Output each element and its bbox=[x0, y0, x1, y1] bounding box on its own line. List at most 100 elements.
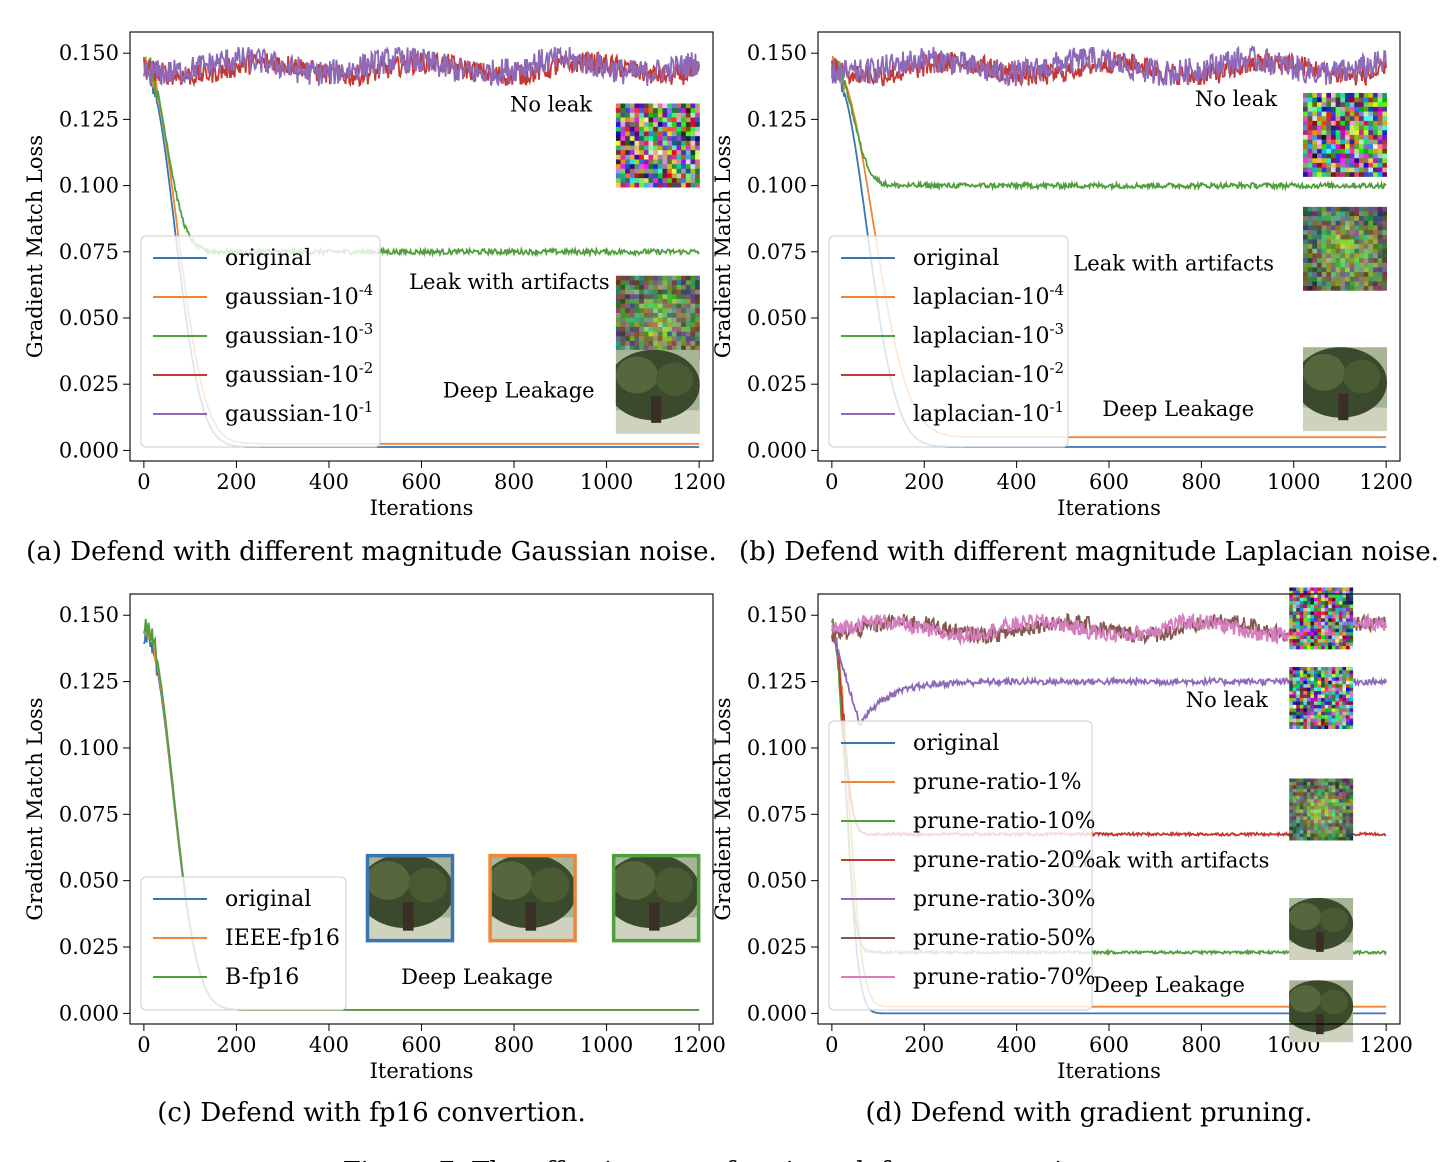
series-line-gaussian-10-3- bbox=[143, 56, 700, 258]
x-tick-label: 600 bbox=[401, 470, 441, 494]
legend-label: laplacian-10-1 bbox=[913, 398, 1064, 427]
annotation-label: Leak with artifacts bbox=[1073, 251, 1274, 275]
legend-label: prune-ratio-1% bbox=[913, 770, 1081, 795]
subfigure-caption: (b) Defend with different magnitude Lapl… bbox=[739, 537, 1439, 567]
legend-label: gaussian-10-1 bbox=[225, 398, 373, 427]
legend-label: laplacian-10-3 bbox=[913, 320, 1064, 349]
x-tick-label: 400 bbox=[997, 1033, 1037, 1057]
chart-panel-3: 0 200 400 600 800 1000 1200 0.000 0.025 0.050 0.07… bbox=[23, 593, 726, 1128]
annotation-label: Deep Leakage bbox=[401, 965, 553, 989]
legend-label: prune-ratio-70% bbox=[913, 965, 1095, 990]
legend-label: gaussian-10-3 bbox=[225, 320, 373, 349]
y-tick-label: 0.075 bbox=[747, 240, 807, 264]
chart-panel-4: 0 200 400 600 800 1000 12000.0000.0250.0500.07… bbox=[711, 587, 1413, 1128]
legend-label: laplacian-10-2 bbox=[913, 359, 1064, 388]
plot-frame bbox=[817, 593, 1401, 1025]
y-axis-label: Gradient Match Loss bbox=[23, 697, 47, 920]
legend bbox=[828, 235, 1069, 448]
y-tick-label: 0.025 bbox=[59, 372, 119, 396]
deep-leakage-thumbnail bbox=[1289, 897, 1354, 960]
annotation-label: Deep Leakage bbox=[1093, 973, 1245, 997]
no-leak-thumbnail bbox=[615, 103, 700, 188]
legend-label: gaussian-10-4 bbox=[225, 281, 373, 310]
x-tick-label: 0 bbox=[825, 470, 838, 494]
x-tick-label: 400 bbox=[997, 470, 1037, 494]
legend-label: original bbox=[225, 887, 311, 912]
legend-label: prune-ratio-20% bbox=[913, 848, 1095, 873]
subfigure-caption: (d) Defend with gradient pruning. bbox=[865, 1098, 1312, 1128]
y-tick-label: 0.075 bbox=[59, 802, 119, 826]
y-tick-label: 0.025 bbox=[747, 372, 807, 396]
y-tick-label: 0.050 bbox=[747, 869, 807, 893]
no-leak-thumbnail bbox=[1289, 587, 1354, 650]
x-tick-label: 1200 bbox=[1359, 470, 1412, 494]
legend-label: B-fp16 bbox=[225, 965, 299, 990]
y-axis-label: Gradient Match Loss bbox=[711, 697, 735, 920]
annotation-label: No leak bbox=[1186, 688, 1268, 712]
figure-caption: Figure 7: The effectiveness of various d… bbox=[343, 1157, 1100, 1162]
legend-label: laplacian-10-4 bbox=[913, 281, 1064, 310]
chart-panel-1: 0 200 400 600 800 1000 1200 0.000 0.025 0.050 0.07… bbox=[23, 31, 726, 567]
x-tick-label: 1000 bbox=[580, 1033, 633, 1057]
deep-leakage-thumbnail bbox=[365, 853, 455, 943]
x-tick-label: 800 bbox=[494, 470, 534, 494]
x-axis-label: Iterations bbox=[1057, 1059, 1161, 1083]
artifact-thumbnail bbox=[615, 275, 700, 360]
no-leak-thumbnail bbox=[1289, 666, 1354, 729]
deep-leakage-thumbnail bbox=[1303, 347, 1387, 432]
deep-leakage-thumbnail bbox=[1289, 980, 1354, 1043]
subfigure-caption: (c) Defend with fp16 convertion. bbox=[157, 1098, 586, 1128]
x-tick-label: 400 bbox=[309, 1033, 349, 1057]
deep-leakage-thumbnail bbox=[488, 853, 577, 943]
x-tick-label: 1200 bbox=[672, 470, 725, 494]
y-tick-label: 0.025 bbox=[59, 935, 119, 959]
legend-label: original bbox=[913, 246, 999, 271]
y-tick-label: 0.100 bbox=[747, 174, 807, 198]
x-tick-label: 1000 bbox=[580, 470, 633, 494]
legend-label: original bbox=[913, 731, 999, 756]
x-axis-label: Iterations bbox=[370, 1059, 474, 1083]
legend-label: gaussian-10-2 bbox=[225, 359, 373, 388]
plot-frame bbox=[129, 593, 714, 1025]
chart-panel-2: 0 200 400 600 800 1000 1200 0.000 0.025 0.050 0.07… bbox=[711, 31, 1439, 567]
y-tick-label: 0.100 bbox=[59, 174, 119, 198]
legend-label: prune-ratio-50% bbox=[913, 926, 1095, 951]
y-tick-label: 0.075 bbox=[747, 802, 807, 826]
x-tick-label: 800 bbox=[494, 1033, 534, 1057]
no-leak-thumbnail bbox=[1303, 92, 1387, 177]
x-tick-label: 800 bbox=[1181, 1033, 1221, 1057]
legend bbox=[140, 235, 381, 448]
y-tick-label: 0.000 bbox=[747, 438, 807, 462]
y-tick-label: 0.125 bbox=[59, 107, 119, 131]
annotation-label: Leak with artifacts bbox=[409, 270, 610, 294]
x-tick-label: 600 bbox=[1089, 470, 1129, 494]
y-tick-label: 0.100 bbox=[747, 736, 807, 760]
legend-label: IEEE-fp16 bbox=[225, 926, 340, 951]
y-tick-label: 0.000 bbox=[747, 1001, 807, 1025]
plot-frame bbox=[817, 31, 1401, 462]
artifact-thumbnail bbox=[1303, 206, 1387, 291]
y-tick-label: 0.150 bbox=[747, 41, 807, 65]
subfigure-caption: (a) Defend with different magnitude Gaus… bbox=[26, 537, 717, 567]
annotation-label: Deep Leakage bbox=[1102, 397, 1254, 421]
x-tick-label: 800 bbox=[1181, 470, 1221, 494]
annotation-label: Deep Leakage bbox=[443, 378, 595, 402]
legend-label: original bbox=[225, 246, 311, 271]
x-tick-label: 600 bbox=[1089, 1033, 1129, 1057]
y-tick-label: 0.050 bbox=[747, 306, 807, 330]
x-tick-label: 1000 bbox=[1267, 470, 1320, 494]
x-tick-label: 200 bbox=[904, 1033, 944, 1057]
y-tick-label: 0.150 bbox=[59, 603, 119, 627]
x-tick-label: 0 bbox=[825, 1033, 838, 1057]
artifact-thumbnail bbox=[1289, 778, 1354, 841]
x-tick-label: 400 bbox=[309, 470, 349, 494]
y-axis-label: Gradient Match Loss bbox=[711, 135, 735, 358]
x-tick-label: 200 bbox=[904, 470, 944, 494]
y-tick-label: 0.125 bbox=[59, 670, 119, 694]
x-tick-label: 1200 bbox=[1359, 1033, 1412, 1057]
x-tick-label: 200 bbox=[216, 1033, 256, 1057]
annotation-label: Leak with artifacts bbox=[1069, 848, 1270, 872]
series-line-gaussian-10-1- bbox=[143, 46, 700, 87]
x-tick-label: 200 bbox=[216, 470, 256, 494]
deep-leakage-thumbnail bbox=[611, 853, 701, 943]
